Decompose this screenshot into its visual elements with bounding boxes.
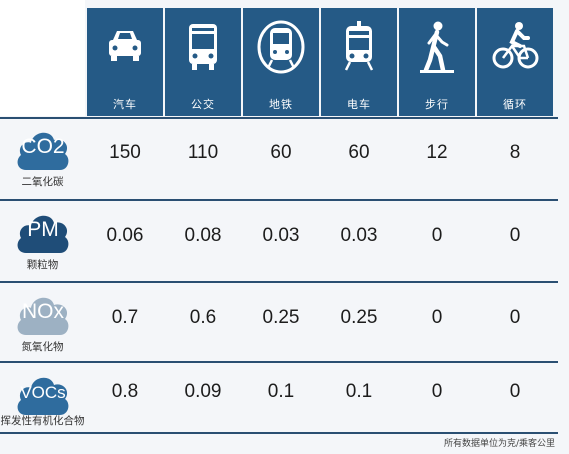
- pollutant-label: NOx 氮氧化物: [0, 283, 85, 361]
- column-label: 步行: [425, 98, 449, 111]
- column-header: 公交: [165, 8, 241, 116]
- table-cell: 8: [509, 142, 521, 163]
- table-cell: 0.09: [184, 381, 222, 402]
- column-label: 电车: [347, 98, 371, 111]
- pollutant-label: VOCs 挥发性有机化合物: [0, 363, 85, 433]
- row-divider: [0, 117, 558, 119]
- pollutant-code: PM: [27, 218, 59, 241]
- table-cell: 60: [270, 142, 292, 163]
- footnote: 所有数据单位为克/乘客公里: [443, 439, 555, 449]
- table-cell: 0.03: [262, 225, 300, 246]
- table-cell: 0: [509, 381, 521, 402]
- table-cell: 0.6: [189, 307, 217, 328]
- table-cell: 0.7: [111, 307, 139, 328]
- pollutant-badge: CO2: [14, 122, 72, 174]
- table-cell: 0: [509, 225, 521, 246]
- table-cell: 0: [431, 307, 443, 328]
- pollutant-name: 二氧化碳: [21, 176, 64, 188]
- column-label: 汽车: [113, 98, 137, 111]
- bicycle-icon: [477, 18, 553, 76]
- table-cell: 0.8: [111, 381, 139, 402]
- pollutant-name: 颗粒物: [26, 259, 59, 271]
- table-cell: 0: [509, 307, 521, 328]
- table-cell: 0.03: [340, 225, 378, 246]
- table-cell: 0: [431, 381, 443, 402]
- bus-icon: [165, 18, 241, 76]
- column-label: 公交: [191, 98, 215, 111]
- pollutant-code: CO2: [21, 135, 65, 158]
- table-cell: 150: [109, 142, 141, 163]
- column-header: 电车: [321, 8, 397, 116]
- table-cell: 0: [431, 225, 443, 246]
- table-cell: 0.25: [262, 307, 300, 328]
- row-divider: [0, 361, 558, 363]
- column-header: 汽车: [87, 8, 163, 116]
- row-divider: [0, 281, 558, 283]
- pollutant-code: VOCs: [20, 383, 66, 402]
- table-cell: 0.1: [345, 381, 373, 402]
- pollutant-badge: NOx: [14, 287, 72, 339]
- table-cell: 0.06: [106, 225, 144, 246]
- row-divider: [0, 432, 558, 434]
- table-cell: 0.25: [340, 307, 378, 328]
- walking-icon: [399, 18, 475, 76]
- header-corner: [0, 0, 85, 116]
- table-cell: 12: [426, 142, 448, 163]
- table-cell: 0.08: [184, 225, 222, 246]
- tram-icon: [321, 18, 397, 76]
- metro-icon: [243, 18, 319, 76]
- table-cell: 0.1: [267, 381, 295, 402]
- pollutant-name: 氮氧化物: [21, 341, 64, 353]
- pollutant-code: NOx: [22, 300, 64, 323]
- pollutant-label: CO2 二氧化碳: [0, 118, 85, 199]
- table-cell: 110: [187, 142, 219, 163]
- column-label: 循环: [503, 98, 527, 111]
- row-divider: [0, 199, 558, 201]
- pollutant-badge: VOCs: [14, 367, 72, 419]
- column-header: 地铁: [243, 8, 319, 116]
- column-header: 步行: [399, 8, 475, 116]
- pollutant-badge: PM: [14, 205, 72, 257]
- car-icon: [87, 18, 163, 76]
- column-label: 地铁: [269, 98, 293, 111]
- pollutant-name: 挥发性有机化合物: [0, 415, 85, 427]
- pollutant-label: PM 颗粒物: [0, 201, 85, 281]
- table-cell: 60: [348, 142, 370, 163]
- column-header: 循环: [477, 8, 553, 116]
